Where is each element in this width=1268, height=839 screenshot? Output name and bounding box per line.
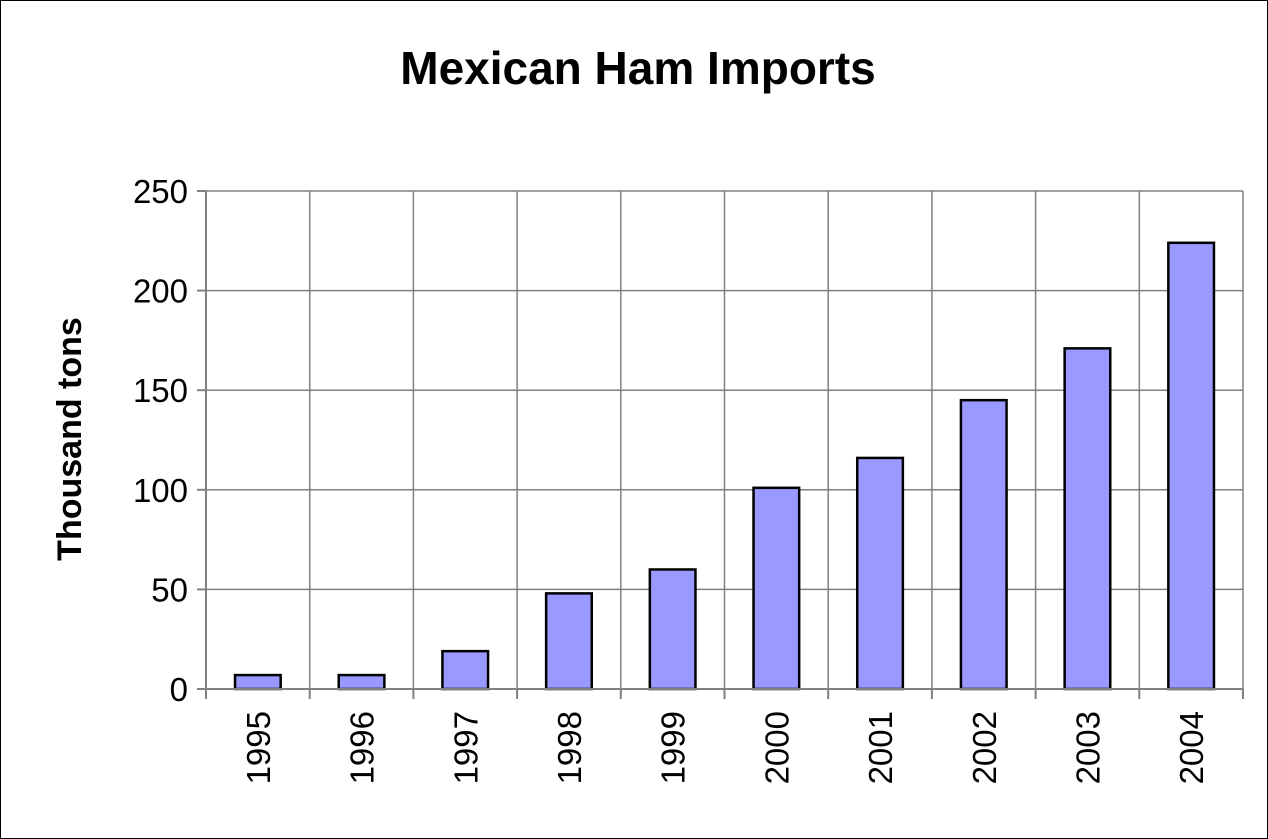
axes bbox=[197, 190, 1244, 699]
y-tick-label-50: 50 bbox=[151, 571, 188, 608]
bars bbox=[233, 241, 1216, 691]
x-tick-label-2002: 2002 bbox=[966, 711, 1003, 784]
x-tick-label-2003: 2003 bbox=[1069, 711, 1106, 784]
x-tick-label-1996: 1996 bbox=[344, 711, 381, 784]
bar-1997 bbox=[441, 649, 490, 691]
grid-lines bbox=[206, 190, 1244, 689]
bar-2003 bbox=[1063, 347, 1112, 691]
y-tick-labels: 0 50 100 150 200 250 bbox=[133, 173, 188, 708]
y-tick-label-0: 0 bbox=[170, 671, 188, 708]
bar-1996 bbox=[337, 673, 386, 691]
y-tick-label-100: 100 bbox=[133, 472, 188, 509]
bar-2000 bbox=[752, 486, 801, 691]
y-axis-label: Thousand tons bbox=[51, 317, 89, 561]
bar-2002 bbox=[959, 398, 1008, 691]
x-tick-label-1999: 1999 bbox=[655, 711, 692, 784]
x-tick-label-1998: 1998 bbox=[551, 711, 588, 784]
bar-2001 bbox=[855, 456, 905, 691]
y-tick-label-200: 200 bbox=[133, 273, 188, 310]
bar-1998 bbox=[544, 592, 594, 691]
x-tick-label-2000: 2000 bbox=[758, 711, 795, 784]
y-tick-label-250: 250 bbox=[133, 173, 188, 210]
x-tick-label-1997: 1997 bbox=[447, 711, 484, 784]
x-tick-label-2004: 2004 bbox=[1173, 711, 1210, 784]
bar-1995 bbox=[233, 673, 282, 691]
bar-1999 bbox=[648, 568, 697, 691]
chart-title: Mexican Ham Imports bbox=[400, 42, 875, 94]
x-tick-label-2001: 2001 bbox=[862, 711, 899, 784]
y-tick-label-150: 150 bbox=[133, 372, 188, 409]
x-tick-labels: 1995 1996 1997 1998 1999 2000 2001 2002 2003 2004 bbox=[240, 711, 1210, 784]
bar-2004 bbox=[1167, 241, 1216, 691]
x-tick-label-1995: 1995 bbox=[240, 711, 277, 784]
